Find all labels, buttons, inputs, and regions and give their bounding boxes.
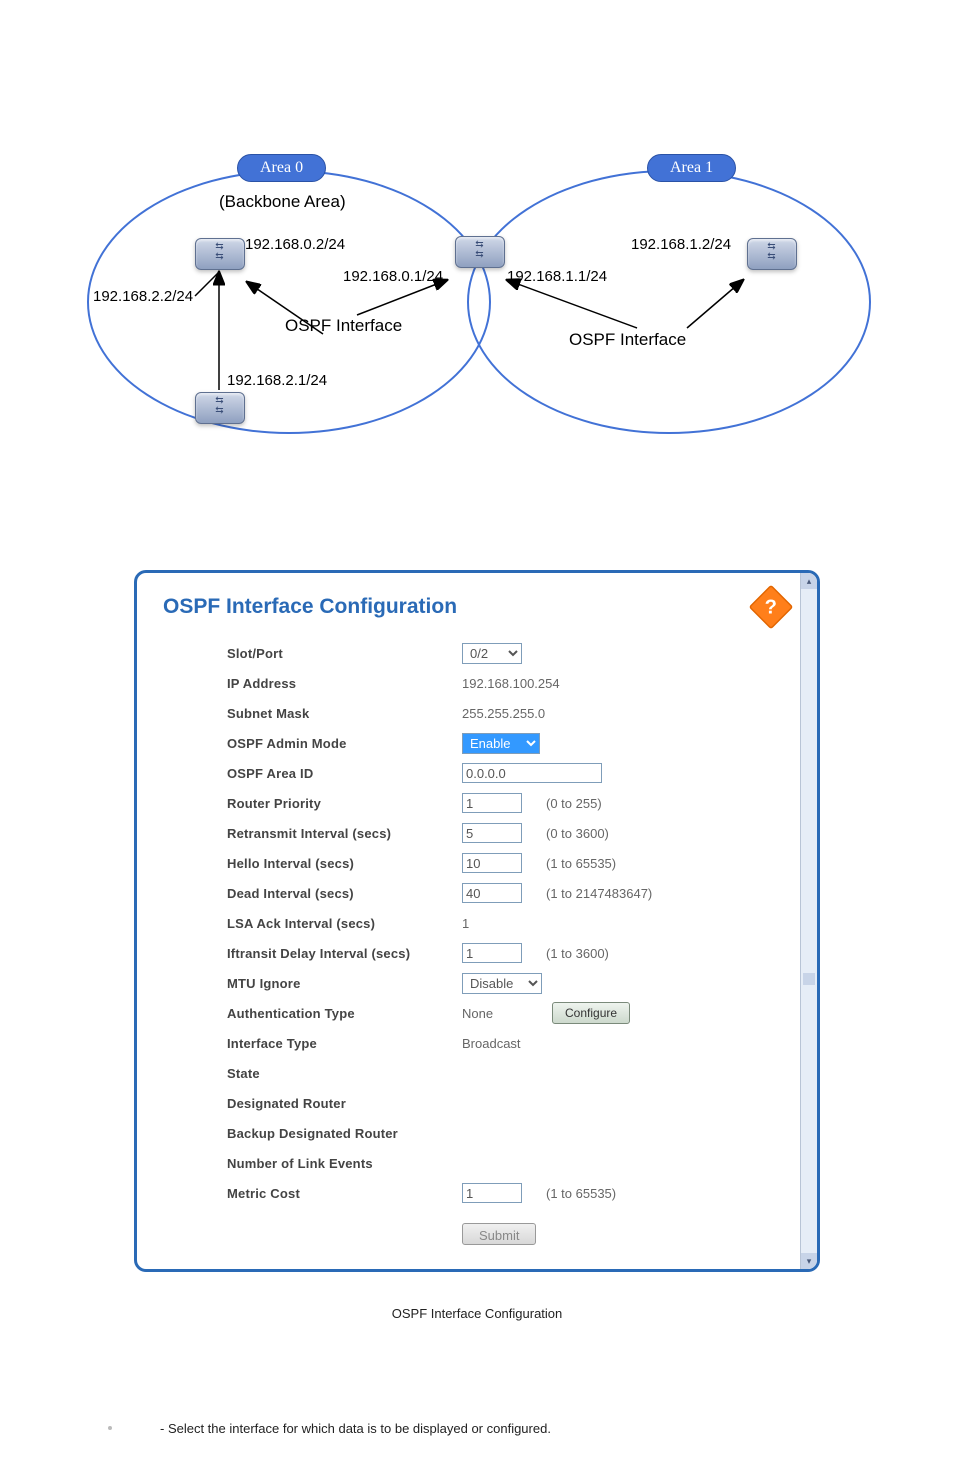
subnet-mask-label: Subnet Mask [227, 706, 462, 721]
hello-label: Hello Interval (secs) [227, 856, 462, 871]
bdr-label: Backup Designated Router [227, 1126, 462, 1141]
area-id-input[interactable] [462, 763, 602, 783]
iftransit-input[interactable] [462, 943, 522, 963]
configure-button[interactable]: Configure [552, 1002, 630, 1024]
panel-scrollbar[interactable]: ▴ ▾ [800, 573, 817, 1269]
dead-range: (1 to 2147483647) [546, 886, 652, 901]
dead-label: Dead Interval (secs) [227, 886, 462, 901]
figure-caption: OSPF Interface Configuration [0, 1306, 954, 1321]
state-label: State [227, 1066, 462, 1081]
metric-cost-range: (1 to 65535) [546, 1186, 616, 1201]
submit-button[interactable]: Submit [462, 1223, 536, 1245]
mtu-ignore-select[interactable]: Disable [462, 973, 542, 994]
footnote-text: - Select the interface for which data is… [160, 1421, 954, 1436]
hello-range: (1 to 65535) [546, 856, 616, 871]
subnet-mask-value: 255.255.255.0 [462, 706, 545, 721]
topology-arrows [67, 140, 887, 460]
router-priority-input[interactable] [462, 793, 522, 813]
admin-mode-label: OSPF Admin Mode [227, 736, 462, 751]
dr-label: Designated Router [227, 1096, 462, 1111]
iftransit-range: (1 to 3600) [546, 946, 609, 961]
iftransit-label: Iftransit Delay Interval (secs) [227, 946, 462, 961]
dead-input[interactable] [462, 883, 522, 903]
retransmit-label: Retransmit Interval (secs) [227, 826, 462, 841]
iface-type-label: Interface Type [227, 1036, 462, 1051]
iface-type-value: Broadcast [462, 1036, 521, 1051]
retransmit-range: (0 to 3600) [546, 826, 609, 841]
admin-mode-select[interactable]: Enable [462, 733, 540, 754]
auth-type-value: None [462, 1006, 552, 1021]
slot-port-select[interactable]: 0/2 [462, 643, 522, 664]
router-priority-label: Router Priority [227, 796, 462, 811]
ip-address-value: 192.168.100.254 [462, 676, 560, 691]
ospf-interface-config-panel: ▴ ▾ ? OSPF Interface Configuration Slot/… [134, 570, 820, 1272]
auth-type-label: Authentication Type [227, 1006, 462, 1021]
router-priority-range: (0 to 255) [546, 796, 602, 811]
ip-address-label: IP Address [227, 676, 462, 691]
ospf-areas-diagram: Area 0 (Backbone Area) Area 1 ⇆⇆ ⇆⇆ ⇆⇆ ⇆… [67, 140, 887, 460]
retransmit-input[interactable] [462, 823, 522, 843]
link-events-label: Number of Link Events [227, 1156, 462, 1171]
slot-port-label: Slot/Port [227, 646, 462, 661]
lsa-ack-label: LSA Ack Interval (secs) [227, 916, 462, 931]
ospf-form: Slot/Port 0/2 IP Address 192.168.100.254… [137, 639, 817, 1261]
metric-cost-label: Metric Cost [227, 1186, 462, 1201]
area-id-label: OSPF Area ID [227, 766, 462, 781]
panel-title: OSPF Interface Configuration [137, 573, 817, 639]
hello-input[interactable] [462, 853, 522, 873]
mtu-ignore-label: MTU Ignore [227, 976, 462, 991]
metric-cost-input[interactable] [462, 1183, 522, 1203]
lsa-ack-value: 1 [462, 916, 469, 931]
